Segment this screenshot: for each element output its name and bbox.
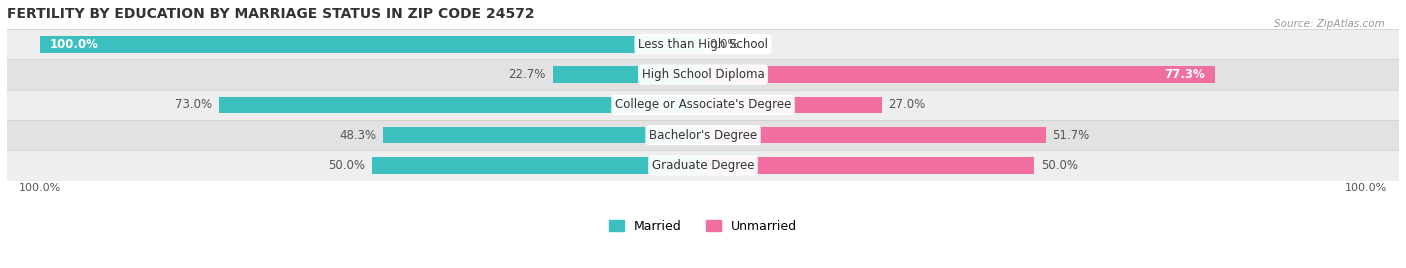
Bar [7, 59, 1399, 90]
Legend: Married, Unmarried: Married, Unmarried [603, 215, 803, 238]
Text: 27.0%: 27.0% [889, 98, 927, 111]
Text: 50.0%: 50.0% [1040, 159, 1078, 172]
Bar [7, 120, 1399, 150]
Bar [219, 96, 703, 113]
Text: Less than High School: Less than High School [638, 38, 768, 51]
Text: 48.3%: 48.3% [339, 129, 377, 142]
Bar [703, 127, 1046, 143]
Text: High School Diploma: High School Diploma [641, 68, 765, 81]
Bar [703, 66, 1215, 83]
Text: 51.7%: 51.7% [1052, 129, 1090, 142]
Text: 100.0%: 100.0% [51, 38, 98, 51]
Bar [382, 127, 703, 143]
Text: FERTILITY BY EDUCATION BY MARRIAGE STATUS IN ZIP CODE 24572: FERTILITY BY EDUCATION BY MARRIAGE STATU… [7, 7, 534, 21]
Text: Source: ZipAtlas.com: Source: ZipAtlas.com [1274, 19, 1385, 29]
Text: 73.0%: 73.0% [176, 98, 212, 111]
Text: 50.0%: 50.0% [328, 159, 366, 172]
Text: 22.7%: 22.7% [509, 68, 546, 81]
Bar [703, 157, 1035, 174]
Bar [553, 66, 703, 83]
Bar [7, 90, 1399, 120]
Bar [7, 150, 1399, 181]
Text: College or Associate's Degree: College or Associate's Degree [614, 98, 792, 111]
Text: Graduate Degree: Graduate Degree [652, 159, 754, 172]
Text: 77.3%: 77.3% [1164, 68, 1205, 81]
Bar [371, 157, 703, 174]
Text: Bachelor's Degree: Bachelor's Degree [650, 129, 756, 142]
Text: 0.0%: 0.0% [710, 38, 740, 51]
Bar [703, 96, 882, 113]
Bar [7, 29, 1399, 59]
Bar [41, 36, 703, 53]
